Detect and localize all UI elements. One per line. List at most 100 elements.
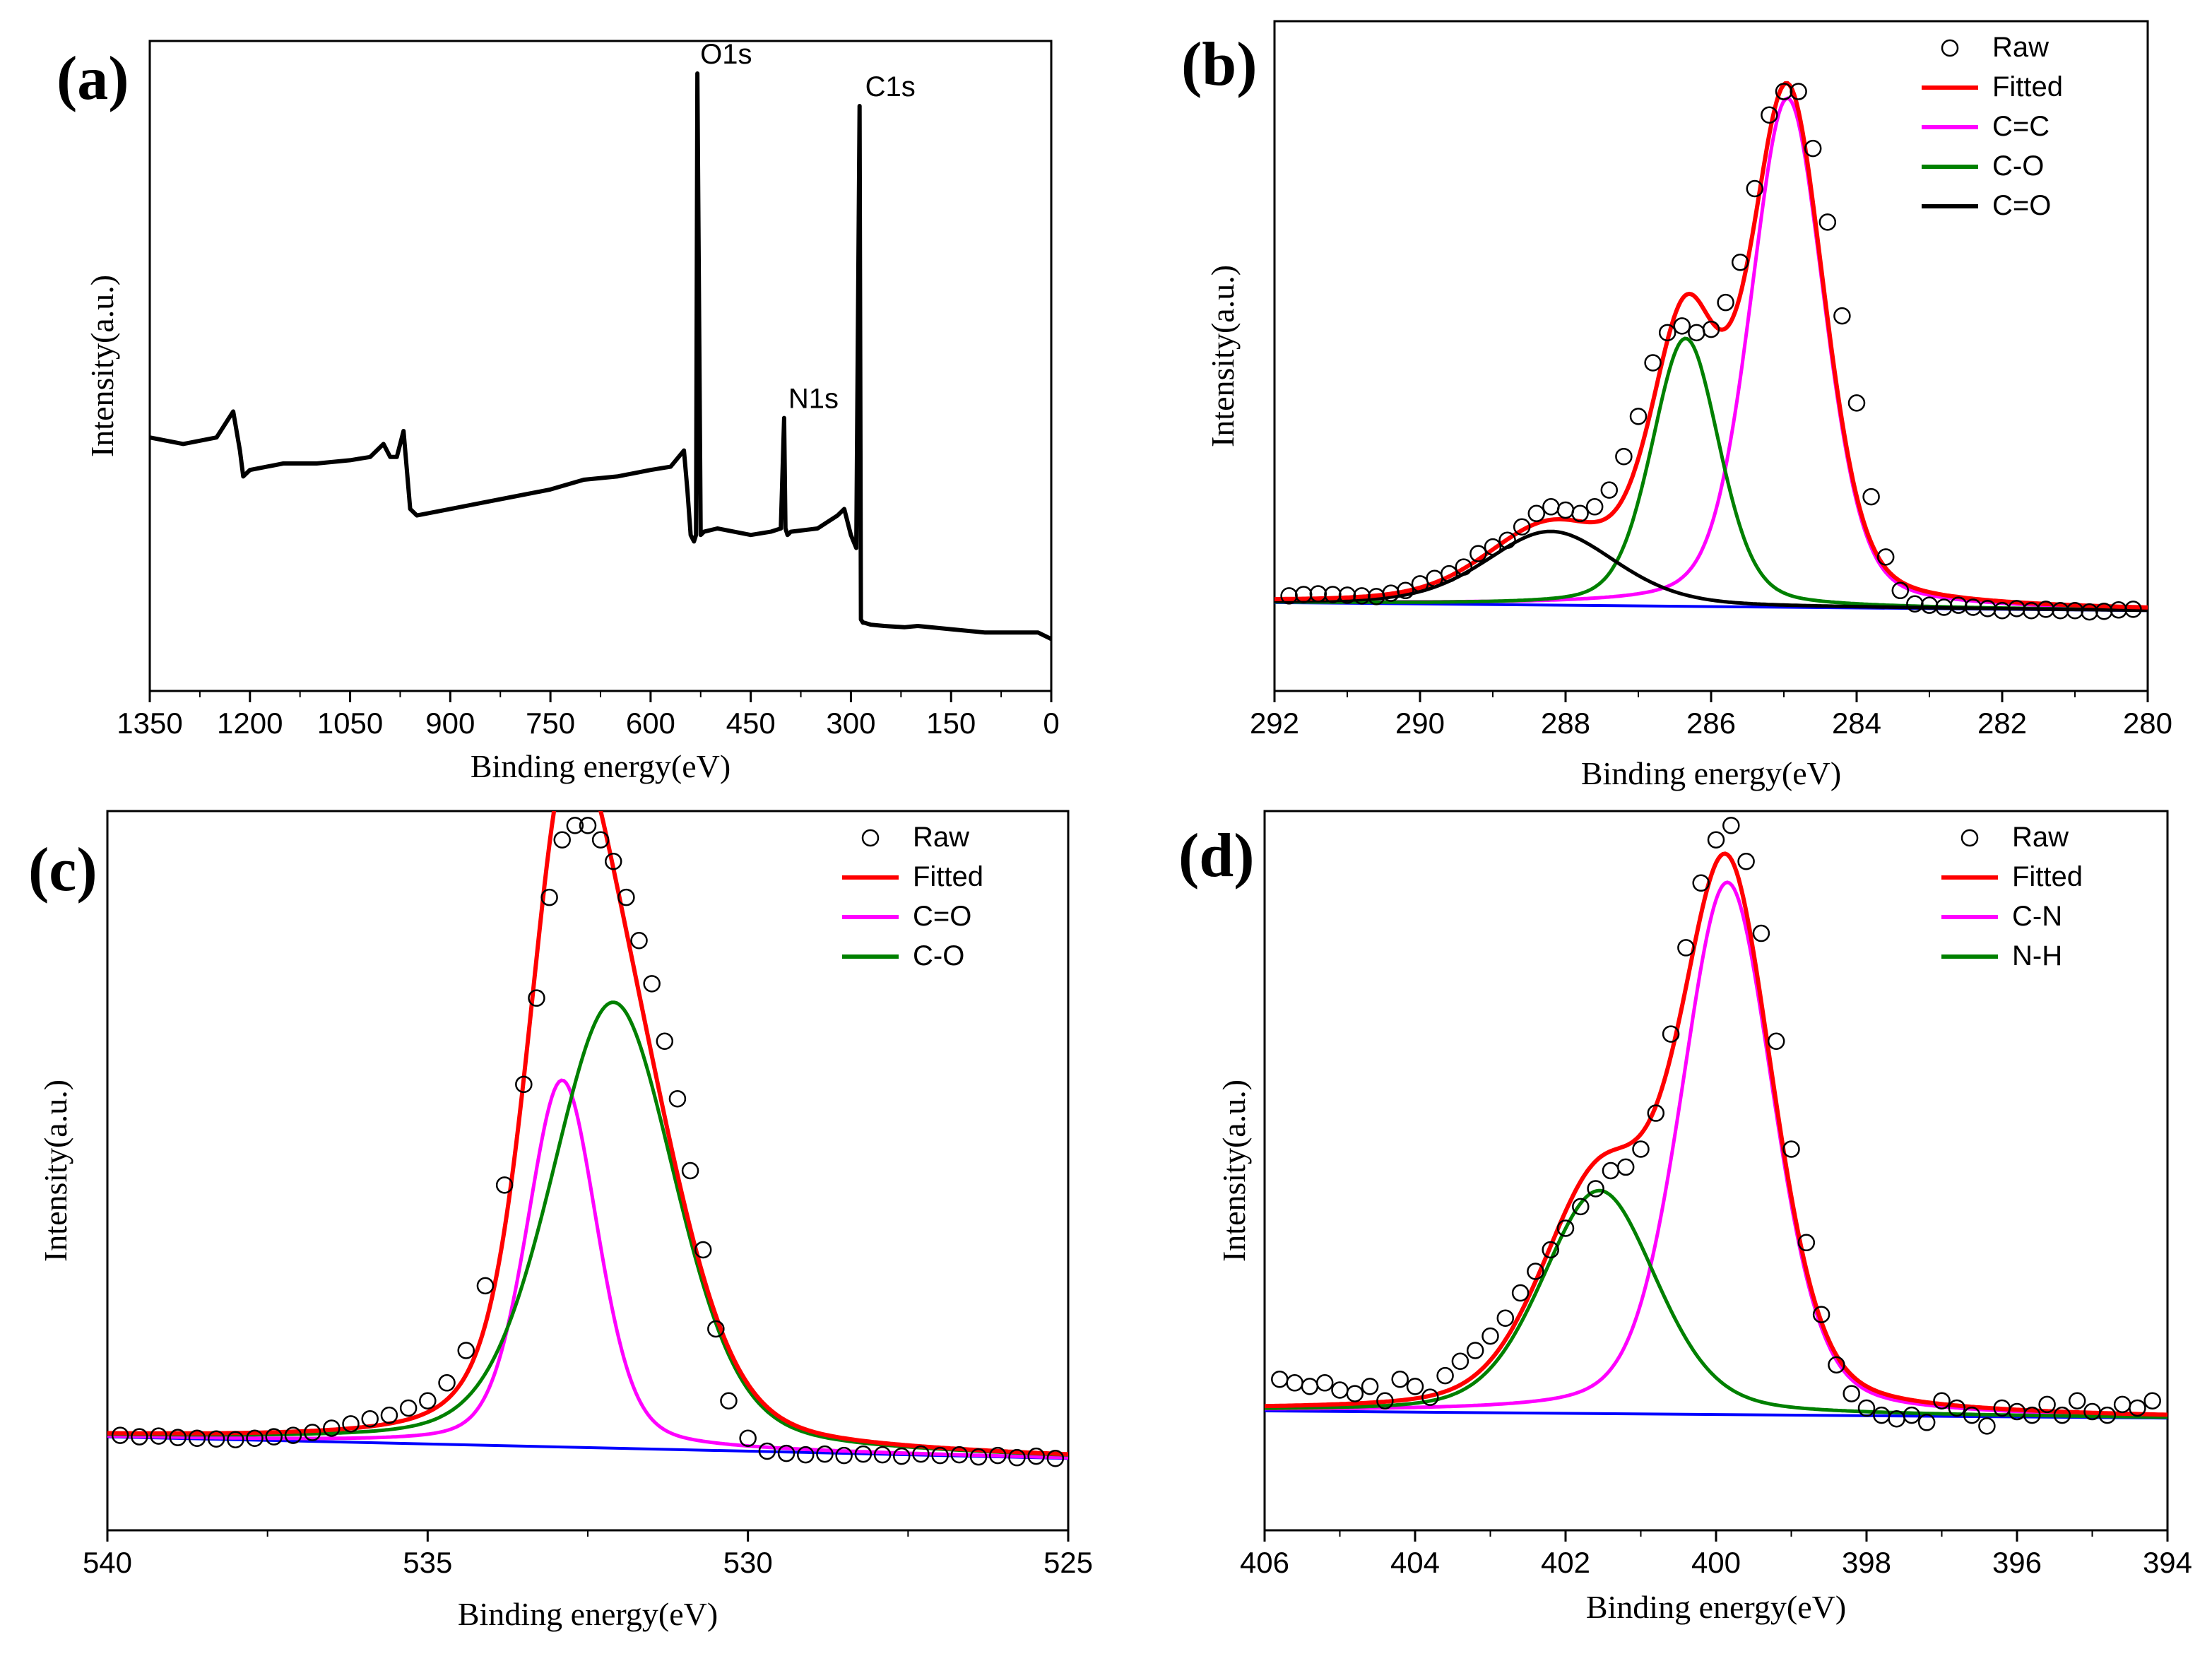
raw-point — [1572, 1198, 1590, 1216]
raw-point — [457, 1342, 475, 1359]
x-tick-label: 400 — [1691, 1546, 1741, 1579]
raw-point — [1673, 317, 1691, 335]
raw-point — [1629, 408, 1648, 425]
x-axis-label: Binding energy(eV) — [458, 1596, 718, 1632]
legend-label: Fitted — [2012, 861, 2083, 892]
raw-point — [1761, 106, 1778, 124]
raw-point — [1587, 1180, 1604, 1198]
raw-point — [380, 1406, 398, 1424]
raw-point — [950, 1446, 969, 1464]
x-tick-label: 404 — [1390, 1546, 1440, 1579]
series-c-o — [107, 1000, 1068, 1457]
x-tick-label: 540 — [83, 1546, 132, 1579]
raw-point — [2113, 1395, 2131, 1414]
raw-point — [399, 1399, 418, 1417]
raw-point — [1602, 1161, 1620, 1180]
raw-point — [1046, 1449, 1065, 1467]
raw-point — [969, 1448, 988, 1466]
panel-b: 292 290 288 286 284 282 280 Binding energy(eV) I… — [1181, 20, 2172, 791]
x-tick-label: 535 — [403, 1546, 452, 1579]
raw-point — [1440, 564, 1458, 583]
x-tick-label: 292 — [1250, 707, 1299, 740]
raw-point — [1324, 586, 1342, 603]
raw-point — [1527, 1263, 1544, 1280]
x-tick-label: 150 — [926, 707, 976, 740]
raw-point — [1731, 254, 1749, 271]
raw-point — [1752, 924, 1770, 942]
raw-point — [1782, 1140, 1800, 1158]
raw-point — [931, 1446, 949, 1465]
x-tick-label: 450 — [726, 707, 776, 740]
series-n-h — [1265, 1188, 2167, 1419]
raw-point — [1436, 1366, 1454, 1385]
x-tick-label: 282 — [1977, 707, 2027, 740]
raw-point — [1677, 939, 1695, 957]
raw-point — [323, 1419, 341, 1437]
raw-point — [1542, 498, 1560, 516]
raw-point — [989, 1446, 1007, 1465]
raw-point — [579, 817, 597, 834]
x-tick-label: 1350 — [117, 707, 182, 740]
raw-point — [1353, 587, 1371, 605]
x-tick-label: 290 — [1395, 707, 1445, 740]
raw-point — [1797, 1234, 1816, 1252]
raw-point — [1978, 1417, 1996, 1435]
raw-point — [1271, 1370, 1289, 1388]
raw-point — [1027, 1447, 1045, 1465]
raw-point — [630, 931, 648, 950]
raw-point — [246, 1429, 264, 1447]
raw-point — [1833, 307, 1851, 325]
raw-point — [566, 817, 584, 834]
legend-marker-raw — [861, 829, 880, 847]
raw-point — [1600, 481, 1619, 499]
raw-point — [1513, 518, 1531, 536]
raw-point — [495, 1176, 514, 1194]
raw-point — [1361, 1378, 1379, 1395]
raw-point — [1286, 1374, 1303, 1392]
panel-a: 1350 1200 1050 900 750 600 450 300 150 0 Binding e… — [57, 39, 1060, 784]
x-tick-label: 900 — [425, 707, 475, 740]
raw-point — [2038, 1395, 2056, 1414]
raw-point — [912, 1445, 930, 1463]
legend-marker-raw — [1941, 39, 1959, 57]
raw-point — [1455, 558, 1473, 576]
raw-point — [2023, 1406, 2041, 1424]
x-tick-label: 394 — [2143, 1546, 2192, 1579]
raw-point — [694, 1241, 712, 1259]
raw-point — [1658, 324, 1676, 342]
raw-point — [1616, 1158, 1635, 1176]
raw-point — [1767, 1032, 1785, 1051]
panel-d: 406 404 402 400 398 396 394 Binding energy(eV) I… — [1178, 810, 2192, 1625]
raw-point — [2098, 1406, 2117, 1424]
raw-point — [591, 831, 610, 849]
series-c-o — [107, 1078, 1068, 1460]
raw-point — [1702, 320, 1720, 338]
x-tick-label: 398 — [1842, 1546, 1891, 1579]
legend-label: N-H — [2012, 940, 2062, 971]
raw-point — [2081, 603, 2098, 621]
raw-point — [816, 1445, 834, 1463]
raw-point — [2129, 1399, 2146, 1417]
raw-point — [2068, 1392, 2086, 1410]
raw-point — [1406, 1378, 1424, 1395]
raw-point — [1309, 585, 1327, 603]
x-tick-label: 1050 — [317, 707, 383, 740]
panel-label-b: (b) — [1181, 30, 1258, 99]
raw-point — [361, 1409, 379, 1428]
legend-label: C=O — [1992, 190, 2051, 221]
raw-point — [476, 1277, 495, 1295]
raw-point — [1331, 1381, 1349, 1399]
peak-annotation: N1s — [788, 384, 839, 415]
raw-point — [207, 1430, 225, 1448]
x-tick-label: 750 — [526, 707, 575, 740]
raw-point — [1775, 83, 1793, 100]
raw-point — [1828, 1356, 1845, 1374]
raw-point — [1722, 817, 1740, 834]
raw-point — [1662, 1025, 1680, 1043]
panel-label-c: (c) — [28, 836, 97, 904]
raw-point — [2052, 601, 2069, 620]
raw-point — [1481, 1327, 1499, 1345]
raw-point — [150, 1427, 167, 1445]
legend-marker-raw — [1960, 829, 1979, 847]
raw-point — [303, 1424, 321, 1441]
